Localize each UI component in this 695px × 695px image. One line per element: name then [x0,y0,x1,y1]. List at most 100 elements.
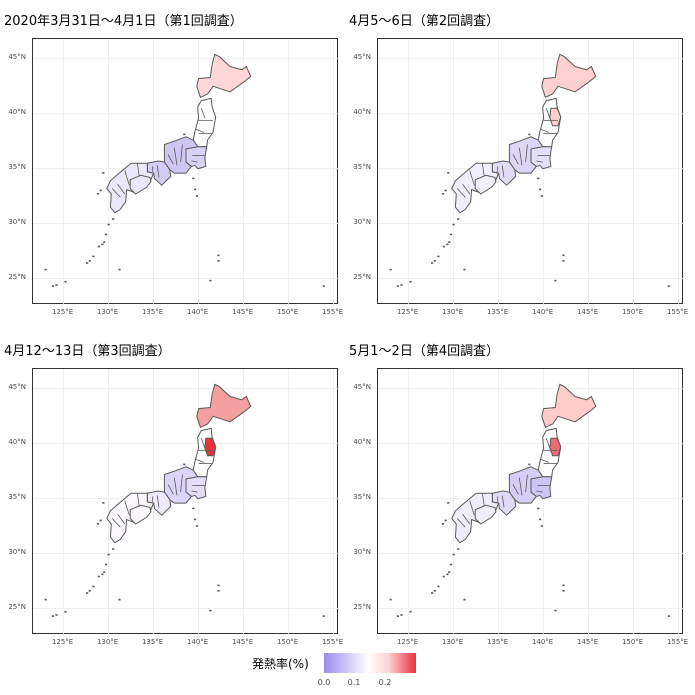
lat-tick-label: 40°N [353,107,371,116]
region-shikoku [129,504,152,525]
island [441,522,444,525]
lon-tick-label: 150°E [276,638,299,646]
map-plot [32,368,339,635]
region-shikoku [474,174,497,195]
island [537,177,540,180]
island [64,280,67,283]
island [396,615,399,617]
island [51,615,54,617]
map-panel-2: 4月5〜6日（第2回調査） 45°N 40°N 35°N 30°N 25°N 125°E 1… [345,6,688,326]
island [400,284,403,286]
island [209,609,212,612]
island [217,260,220,262]
legend-tick: 0.1 [347,678,361,687]
lon-tick-label: 145°E [576,308,599,316]
island [442,575,445,578]
lon-tick-label: 125°E [51,638,74,646]
island [55,284,58,286]
lat-tick-label: 35°N [353,162,371,171]
map-panel-1: 2020年3月31日〜4月1日（第1回調査） 45°N 40°N 35°N 30°N 2… [0,6,343,326]
lon-tick-label: 135°E [486,638,509,646]
lat-tick-label: 25°N [8,272,26,281]
lon-tick-label: 155°E [666,638,689,646]
lon-tick-label: 130°E [441,308,464,316]
island [444,519,447,522]
lon-tick-label: 125°E [396,638,419,646]
lat-tick-label: 45°N [8,52,26,61]
lon-tick-label: 145°E [231,308,254,316]
island [183,463,186,466]
legend-tick: 0.2 [378,678,392,687]
region-iwate [549,107,562,127]
lat-tick-label: 40°N [8,107,26,116]
island [107,553,110,556]
region-hokkaido [196,383,252,428]
lon-tick-label: 140°E [186,308,209,316]
island [457,218,460,220]
panel-title: 2020年3月31日〜4月1日（第1回調査） [4,14,243,29]
lon-tick-label: 135°E [486,308,509,316]
region-hokkaido [541,383,597,428]
island [209,279,212,282]
lon-tick-label: 125°E [51,308,74,316]
island [118,268,121,271]
lat-tick-label: 40°N [8,437,26,446]
legend-tick: 0.0 [317,678,331,687]
region-shikoku [474,504,497,525]
legend-colorbar [324,653,416,673]
lat-tick-label: 45°N [353,52,371,61]
lon-tick-label: 140°E [531,638,554,646]
island [99,519,102,522]
island [92,255,95,258]
island [528,133,531,136]
island [389,268,392,271]
panel-title: 4月5〜6日（第2回調査） [349,14,500,29]
island [437,255,440,258]
island [463,268,466,271]
island [64,610,67,613]
island [539,188,542,191]
island [322,615,325,617]
island [217,590,220,592]
island [107,223,110,226]
graticule [378,369,684,635]
island [449,233,453,236]
island [457,548,460,550]
island [442,245,445,248]
island [322,285,325,287]
island [537,507,540,510]
island [97,575,100,578]
island [96,192,99,195]
island [389,598,392,601]
region-hokkaido [196,53,252,98]
island [183,133,186,136]
island [431,592,434,594]
map-plot [32,38,339,305]
island [431,262,434,264]
color-legend: 発熱率(%) 0.0 0.1 0.2 [252,652,432,692]
region-tohoku [192,97,217,148]
lat-tick-label: 30°N [353,217,371,226]
lon-tick-label: 140°E [531,308,554,316]
island [446,573,449,576]
island [194,188,197,191]
island [194,518,197,521]
island [562,254,565,257]
lat-tick-label: 45°N [8,382,26,391]
lon-tick-label: 155°E [321,308,344,316]
island [92,585,95,588]
island [554,609,557,612]
lat-tick-label: 25°N [8,602,26,611]
map-svg [33,39,339,305]
lon-tick-label: 130°E [96,308,119,316]
island [88,590,91,592]
island [103,241,106,243]
lon-tick-label: 135°E [141,638,164,646]
lon-tick-label: 130°E [441,638,464,646]
island [217,254,220,257]
island [104,233,108,236]
lat-tick-label: 25°N [353,272,371,281]
island [195,195,198,197]
island [667,285,670,287]
island [86,592,89,594]
